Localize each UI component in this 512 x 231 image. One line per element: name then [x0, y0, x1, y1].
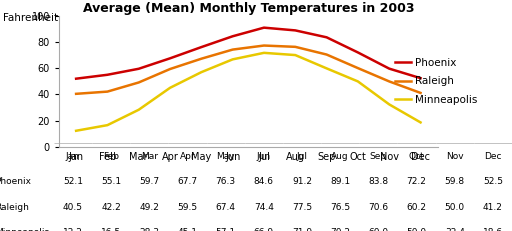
Phoenix	[261, 26, 267, 29]
Minneapolis	[167, 86, 173, 89]
Raleigh	[198, 57, 204, 60]
Raleigh	[386, 80, 392, 83]
Minneapolis	[261, 52, 267, 54]
Phoenix	[417, 77, 423, 79]
Phoenix	[324, 36, 330, 39]
Raleigh	[73, 92, 79, 95]
Minneapolis	[292, 54, 298, 56]
Phoenix	[104, 73, 111, 76]
Title: Average (Mean) Monthly Temperatures in 2003: Average (Mean) Monthly Temperatures in 2…	[82, 2, 414, 15]
Phoenix	[73, 77, 79, 80]
Raleigh	[355, 67, 361, 70]
Minneapolis	[324, 67, 330, 70]
Line: Minneapolis: Minneapolis	[76, 53, 420, 131]
Minneapolis	[386, 103, 392, 106]
Raleigh	[261, 44, 267, 47]
Phoenix	[136, 67, 142, 70]
Phoenix	[198, 46, 204, 49]
Raleigh	[136, 81, 142, 84]
Phoenix	[355, 51, 361, 54]
Minneapolis	[104, 124, 111, 127]
Minneapolis	[355, 80, 361, 83]
Raleigh	[104, 90, 111, 93]
Minneapolis	[229, 58, 236, 61]
Legend: Phoenix, Raleigh, Minneapolis: Phoenix, Raleigh, Minneapolis	[391, 54, 482, 109]
Phoenix	[167, 57, 173, 60]
Raleigh	[229, 48, 236, 51]
Line: Raleigh: Raleigh	[76, 46, 420, 94]
Phoenix	[292, 29, 298, 32]
Raleigh	[417, 91, 423, 94]
Raleigh	[167, 68, 173, 70]
Raleigh	[292, 46, 298, 48]
Text: Fahrenheit: Fahrenheit	[3, 13, 58, 23]
Minneapolis	[73, 129, 79, 132]
Phoenix	[386, 67, 392, 70]
Line: Phoenix: Phoenix	[76, 28, 420, 79]
Phoenix	[229, 35, 236, 38]
Minneapolis	[198, 71, 204, 73]
Minneapolis	[136, 108, 142, 111]
Minneapolis	[417, 121, 423, 124]
Raleigh	[324, 53, 330, 56]
